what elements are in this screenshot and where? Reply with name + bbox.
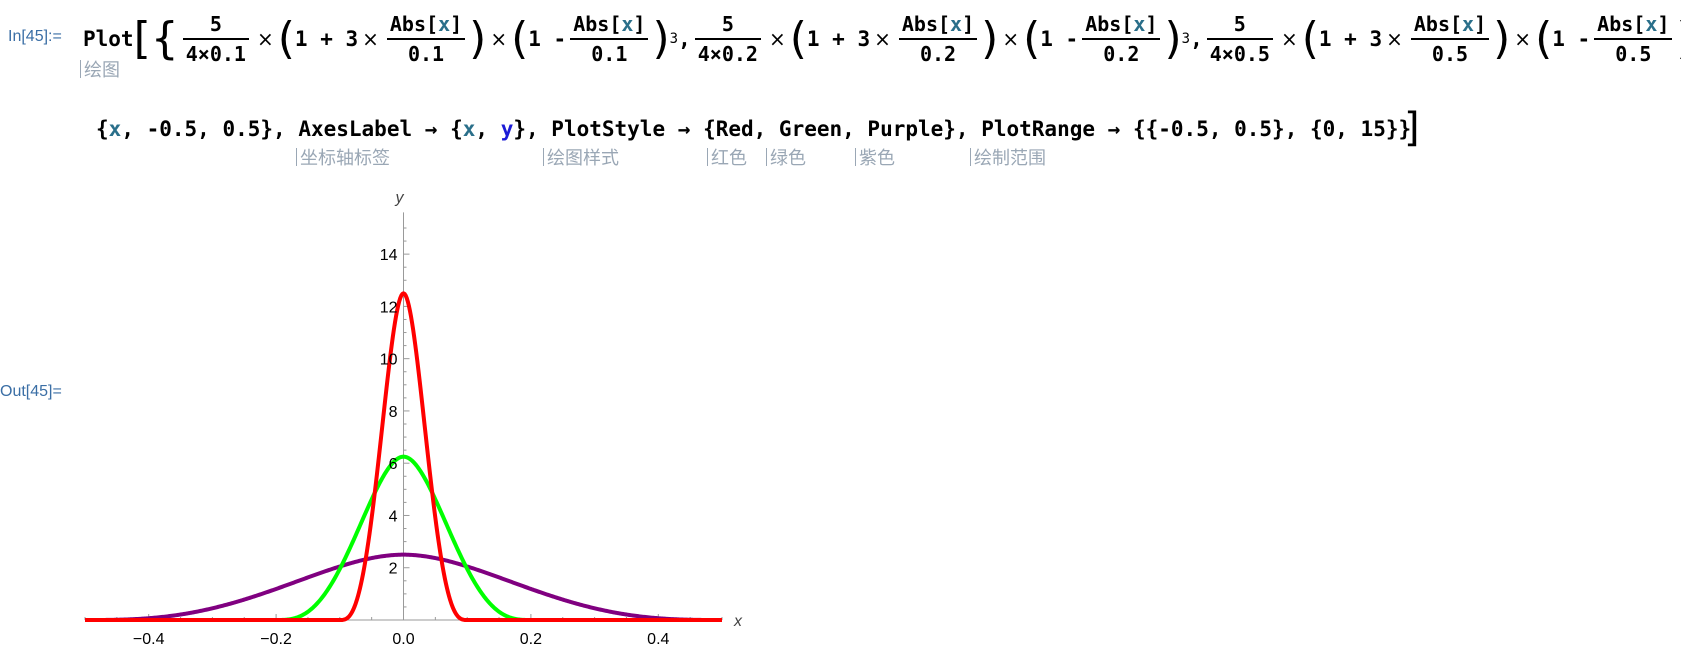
close-bracket: ] [1404, 105, 1420, 151]
input-expression-line-1[interactable]: Plot [ { 5 4×0.1 × (1 + 3 × Abs[x] 0.1 ) … [83, 6, 1681, 72]
y-tick-label: 2 [389, 561, 398, 578]
y-tick-label: 12 [380, 299, 398, 316]
abs-fraction: Abs[x] 0.5 [1594, 12, 1673, 66]
abs-fraction: Abs[x] 0.2 [1082, 12, 1161, 66]
y-tick-label: 8 [389, 404, 398, 421]
hint-green: 绿色 [766, 144, 806, 170]
y-tick-label: 6 [389, 456, 398, 473]
plot-function: Plot [83, 27, 134, 51]
x-tick-label: 0.4 [647, 631, 669, 648]
hint-plot-range: 绘制范围 [970, 144, 1046, 170]
hint-plot: 绘图 [80, 56, 120, 82]
x-tick-label: 0.2 [520, 631, 542, 648]
y-axis-label: y [395, 189, 405, 206]
open-bracket: [ [133, 13, 151, 64]
x-tick-label: −0.4 [133, 631, 165, 648]
hint-plot-style: 绘图样式 [543, 144, 619, 170]
coefficient-fraction: 5 4×0.1 [182, 12, 249, 66]
coefficient-fraction: 5 4×0.5 [1206, 12, 1273, 66]
curve-red [84, 291, 723, 622]
curve-purple [84, 552, 723, 622]
abs-fraction: Abs[x] 0.5 [1410, 12, 1490, 66]
x-axis-label: x [733, 613, 743, 630]
hint-purple: 紫色 [855, 144, 895, 170]
output-cell-label: Out[45]= [0, 383, 62, 400]
coefficient-fraction: 5 4×0.2 [694, 12, 761, 66]
abs-fraction: Abs[x] 0.1 [570, 12, 649, 66]
input-expression-line-2[interactable]: {x, -0.5, 0.5}, AxesLabel → {x, y}, Plot… [96, 117, 1412, 141]
abs-fraction: Abs[x] 0.1 [386, 12, 466, 66]
hint-axes-label: 坐标轴标签 [296, 144, 390, 170]
y-tick-label: 14 [380, 247, 398, 264]
input-cell-label: In[45]:= [8, 28, 62, 45]
x-tick-label: −0.2 [260, 631, 292, 648]
x-tick-label: 0.0 [392, 631, 414, 648]
hint-red: 红色 [707, 144, 747, 170]
abs-fraction: Abs[x] 0.2 [898, 12, 978, 66]
open-brace: { [150, 13, 179, 64]
y-tick-label: 10 [380, 352, 398, 369]
y-tick-label: 4 [389, 508, 398, 525]
